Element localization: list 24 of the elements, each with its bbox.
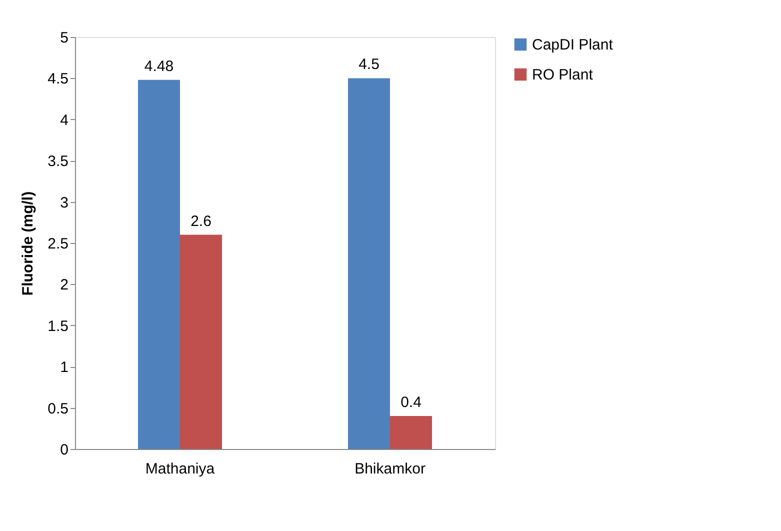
- y-tick-label: 2: [60, 276, 68, 294]
- data-label: 0.4: [400, 394, 422, 412]
- data-label: 4.5: [358, 56, 380, 74]
- bar: [180, 234, 222, 449]
- y-tick-label: 5: [60, 30, 68, 46]
- y-tick-label: 3.5: [48, 153, 68, 170]
- data-label: 2.6: [190, 212, 212, 230]
- x-tick-label: Mathaniya: [145, 460, 216, 478]
- y-tick-label: 4: [60, 112, 68, 129]
- bar: [390, 416, 432, 449]
- x-tick-label: Bhikamkor: [354, 460, 426, 478]
- y-tick-label: 2.5: [48, 236, 68, 252]
- y-axis-title: Fluoride (mg/l): [20, 191, 37, 296]
- bar: [138, 80, 180, 449]
- legend-label: CapDI Plant: [532, 36, 614, 54]
- y-tick-label: 4.5: [48, 70, 68, 88]
- y-tick-label: 0: [60, 442, 68, 458]
- y-tick-label: 3: [60, 194, 68, 212]
- bar: [348, 78, 390, 449]
- y-tick-label: 0.5: [48, 400, 68, 418]
- y-tick-label: 1: [60, 359, 68, 376]
- y-tick-label: 1.5: [48, 318, 68, 335]
- legend-label: RO Plant: [532, 66, 594, 84]
- data-label: 4.48: [144, 58, 174, 75]
